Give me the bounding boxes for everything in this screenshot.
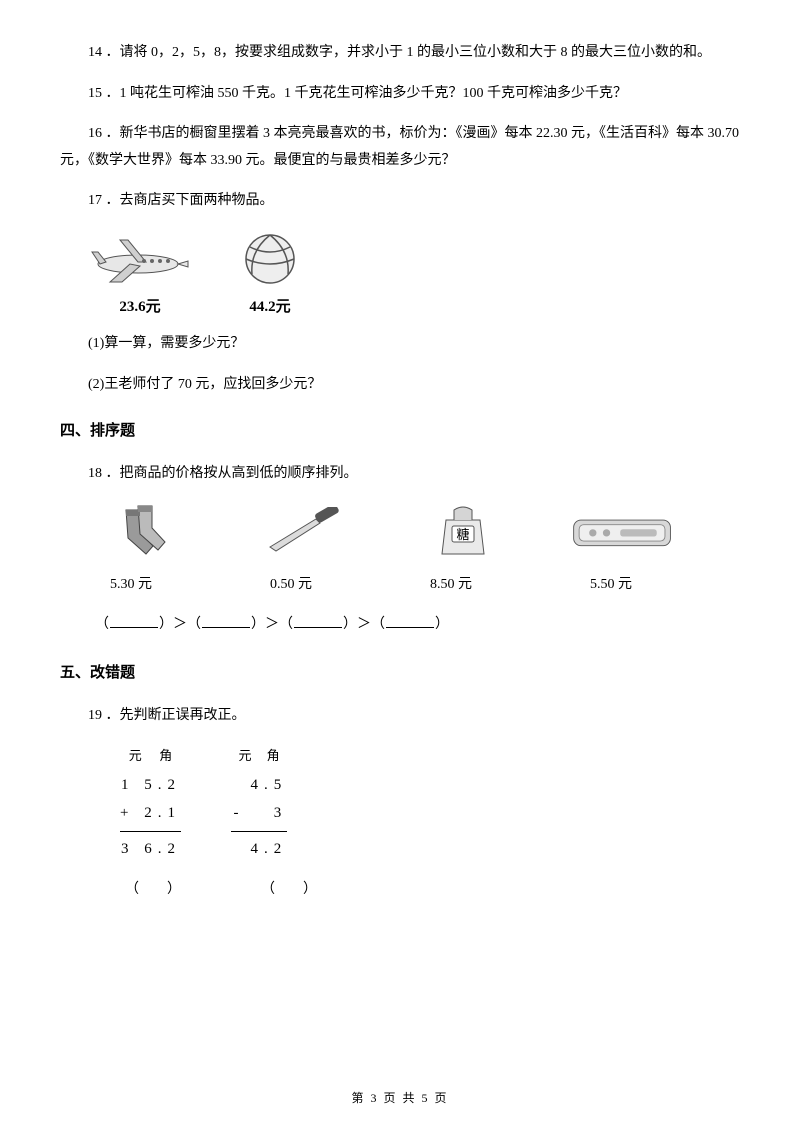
section-4-title: 四、排序题	[60, 417, 740, 446]
knife-icon	[250, 502, 355, 562]
q18-products-row: 糖	[90, 502, 740, 562]
question-17: 17 ．去商店买下面两种物品。	[60, 188, 740, 215]
page-footer: 第 3 页 共 5 页	[0, 1087, 800, 1110]
calc1-row1: 1 5.2	[120, 771, 181, 800]
calc2-header-yuan: 元	[239, 744, 252, 769]
question-19: 19 ．先判断正误再改正。	[60, 703, 740, 730]
question-14: 14 ．请将 0，2，5，8，按要求组成数字，并求小于 1 的最小三位小数和大于…	[60, 40, 740, 67]
product-knife	[250, 502, 355, 562]
blank-4[interactable]	[386, 614, 434, 628]
plane-price: 23.6元	[90, 293, 190, 322]
blank-2[interactable]	[202, 614, 250, 628]
candy-icon: 糖	[410, 502, 515, 562]
price-knife: 0.50 元	[270, 572, 375, 599]
q18-compare-line: （）＞（）＞（）＞（）	[95, 612, 740, 639]
q19-paren-row: （ ） （ ）	[125, 877, 740, 904]
question-17-sub2: (2)王老师付了 70 元，应找回多少元？	[60, 372, 740, 399]
calc1-header-jiao: 角	[159, 744, 172, 769]
price-pencilcase: 5.50 元	[590, 572, 695, 599]
calc-1: 元角 1 5.2 + 2.1 3 6.2	[120, 744, 181, 863]
question-17-sub1: (1)算一算，需要多少元？	[60, 331, 740, 358]
calc2-header-jiao: 角	[267, 744, 280, 769]
blank-1[interactable]	[110, 614, 158, 628]
calc2-row1: 4.5	[231, 771, 287, 800]
blank-3[interactable]	[294, 614, 342, 628]
q17-items-row: 23.6元 44.2元	[90, 229, 740, 322]
calc2-row2: - 3	[231, 799, 287, 828]
paren-1[interactable]: （ ）	[125, 877, 181, 904]
plane-icon	[90, 229, 190, 289]
pencilcase-icon	[570, 502, 675, 562]
price-socks: 5.30 元	[110, 572, 215, 599]
section-5-title: 五、改错题	[60, 659, 740, 688]
product-candy: 糖	[410, 502, 515, 562]
gt-2: ＞	[265, 617, 279, 632]
calc1-row2: + 2.1	[120, 799, 181, 828]
gt-1: ＞	[173, 617, 187, 632]
candy-tag-text: 糖	[456, 527, 469, 542]
item-plane: 23.6元	[90, 229, 190, 322]
calc1-header-yuan: 元	[129, 744, 142, 769]
question-18: 18 ．把商品的价格按从高到低的顺序排列。	[60, 461, 740, 488]
paren-2[interactable]: （ ）	[261, 877, 317, 904]
q19-calc-row: 元角 1 5.2 + 2.1 3 6.2 元角 4.5 - 3 4.2	[120, 744, 740, 863]
product-socks	[90, 502, 195, 562]
volleyball-icon	[220, 229, 320, 289]
calc1-line	[120, 831, 181, 832]
price-candy: 8.50 元	[430, 572, 535, 599]
calc-2: 元角 4.5 - 3 4.2	[231, 744, 287, 863]
question-15: 15 ．1 吨花生可榨油 550 千克。1 千克花生可榨油多少千克？100 千克…	[60, 81, 740, 108]
calc1-row3: 3 6.2	[120, 835, 181, 864]
question-16: 16 ．新华书店的橱窗里摆着 3 本亮亮最喜欢的书，标价为：《漫画》每本 22.…	[60, 121, 740, 174]
gt-3: ＞	[357, 617, 371, 632]
product-pencilcase	[570, 502, 675, 562]
socks-icon	[90, 502, 195, 562]
volleyball-price: 44.2元	[220, 293, 320, 322]
item-volleyball: 44.2元	[220, 229, 320, 322]
q18-prices-row: 5.30 元 0.50 元 8.50 元 5.50 元	[110, 572, 740, 599]
calc2-row3: 4.2	[231, 835, 287, 864]
calc2-line	[231, 831, 287, 832]
